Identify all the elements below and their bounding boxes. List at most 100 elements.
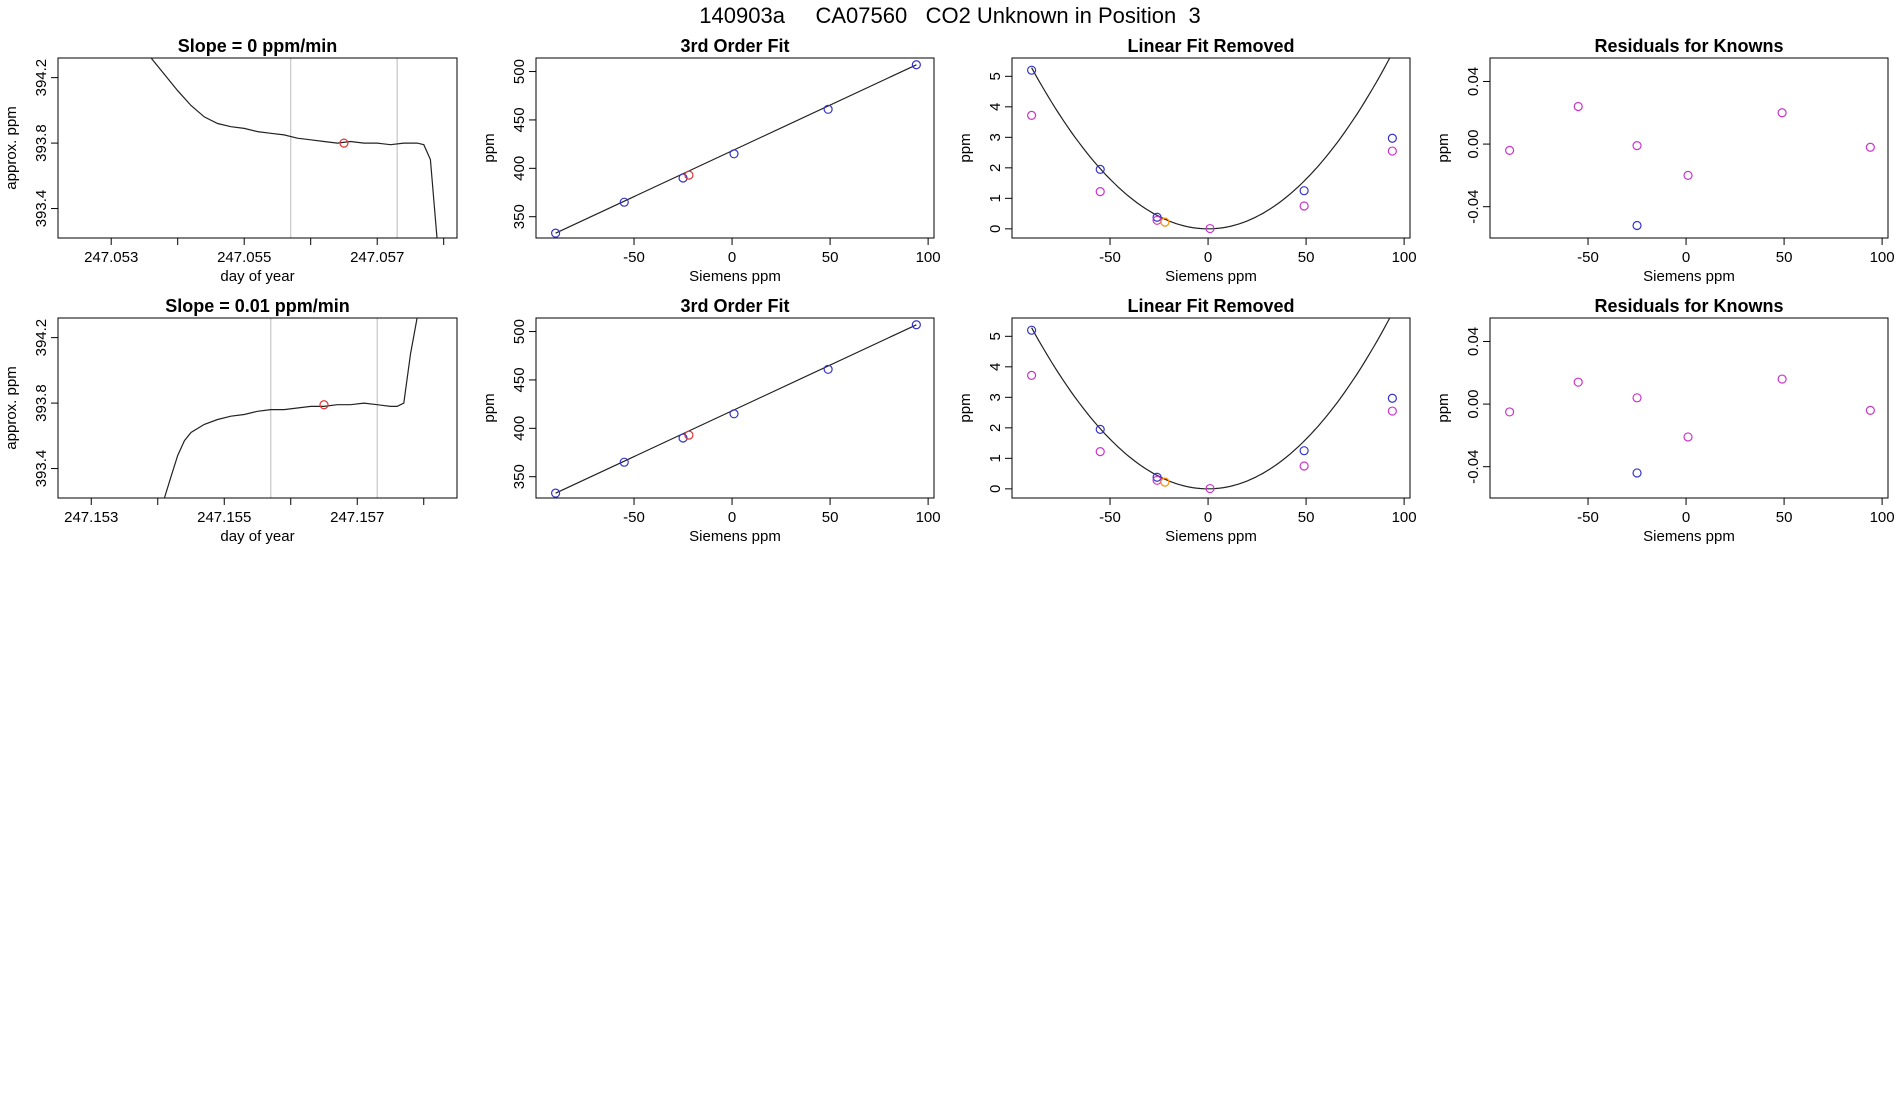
x-tick-label: 100 bbox=[916, 509, 941, 526]
chart-title: 3rd Order Fit bbox=[680, 36, 789, 56]
y-tick-label: 0.04 bbox=[1465, 67, 1482, 96]
y-tick-label: 0 bbox=[987, 225, 1004, 233]
data-point bbox=[1205, 483, 1215, 494]
data-point bbox=[1027, 110, 1037, 120]
y-tick-label: 393.4 bbox=[33, 190, 50, 228]
figure-title: 140903a CA07560 CO2 Unknown in Position … bbox=[699, 3, 1201, 28]
y-tick-label: 350 bbox=[511, 204, 528, 229]
x-tick-label: 247.057 bbox=[350, 249, 404, 266]
y-tick-label: 393.4 bbox=[33, 450, 50, 488]
data-point bbox=[1387, 133, 1397, 143]
plot-frame bbox=[1489, 317, 1889, 499]
data-point bbox=[729, 409, 739, 419]
y-tick-label: 0.00 bbox=[1465, 129, 1482, 158]
x-tick-label: 0 bbox=[1204, 509, 1212, 526]
plot-frame bbox=[1489, 57, 1889, 239]
y-tick-label: 1 bbox=[987, 454, 1004, 462]
y-axis-label: ppm bbox=[1435, 133, 1452, 162]
data-point bbox=[1632, 393, 1642, 403]
x-tick-label: 247.055 bbox=[217, 249, 271, 266]
series-line bbox=[163, 318, 418, 498]
plot-area bbox=[150, 58, 438, 238]
x-tick-label: 0 bbox=[728, 509, 736, 526]
plot-frame bbox=[57, 317, 458, 499]
data-point bbox=[1299, 461, 1309, 471]
plot-area bbox=[1027, 318, 1397, 494]
data-point bbox=[1095, 424, 1105, 434]
y-axis-label: ppm bbox=[1435, 393, 1452, 422]
y-tick-label: 4 bbox=[987, 363, 1004, 371]
chart-title: Residuals for Knowns bbox=[1594, 296, 1783, 316]
x-axis-label: Siemens ppm bbox=[1165, 528, 1257, 545]
x-tick-label: 50 bbox=[1776, 249, 1793, 266]
plot-area bbox=[1505, 374, 1875, 478]
y-tick-label: 450 bbox=[511, 367, 528, 392]
y-tick-label: 393.8 bbox=[33, 124, 50, 162]
x-tick-label: 0 bbox=[1204, 249, 1212, 266]
y-axis-label: approx. ppm bbox=[3, 366, 20, 449]
chart-panel-2: 3rd Order Fit -50 0 50 100 Siemens ppm 350 400 4… bbox=[481, 36, 941, 285]
x-tick-label: 100 bbox=[1870, 509, 1895, 526]
chart-title: Residuals for Knowns bbox=[1594, 36, 1783, 56]
y-tick-label: 3 bbox=[987, 133, 1004, 141]
x-axis-label: Siemens ppm bbox=[1165, 268, 1257, 285]
x-tick-label: 50 bbox=[1298, 249, 1315, 266]
y-tick-label: 393.8 bbox=[33, 384, 50, 422]
x-tick-label: 0 bbox=[728, 249, 736, 266]
x-tick-label: 50 bbox=[1776, 509, 1793, 526]
data-point bbox=[1865, 405, 1875, 415]
plot-frame bbox=[1011, 317, 1411, 499]
x-axis-label: day of year bbox=[220, 528, 294, 545]
x-tick-label: -50 bbox=[1577, 509, 1599, 526]
y-axis-label: ppm bbox=[481, 133, 498, 162]
chart-panel-8: Residuals for Knowns -50 0 50 100 Siemens ppm… bbox=[1435, 296, 1895, 545]
data-point bbox=[1387, 393, 1397, 403]
data-point bbox=[1505, 407, 1515, 417]
x-tick-label: 0 bbox=[1682, 509, 1690, 526]
x-tick-label: -50 bbox=[623, 509, 645, 526]
data-point bbox=[1027, 370, 1037, 380]
data-point bbox=[1299, 186, 1309, 196]
data-point bbox=[911, 60, 921, 70]
x-axis-label: Siemens ppm bbox=[1643, 268, 1735, 285]
data-point bbox=[1299, 446, 1309, 456]
x-axis-label: Siemens ppm bbox=[1643, 528, 1735, 545]
y-axis-label: ppm bbox=[481, 393, 498, 422]
data-point bbox=[911, 320, 921, 330]
x-tick-label: 50 bbox=[1298, 509, 1315, 526]
y-axis-label: approx. ppm bbox=[3, 106, 20, 189]
y-tick-label: 3 bbox=[987, 393, 1004, 401]
y-tick-label: -0.04 bbox=[1465, 190, 1482, 224]
x-tick-label: 247.155 bbox=[197, 509, 251, 526]
x-tick-label: 247.153 bbox=[64, 509, 118, 526]
chart-panel-7: Linear Fit Removed -50 0 50 100 Siemens ppm 0 1… bbox=[957, 296, 1417, 545]
plot-frame bbox=[1011, 57, 1411, 239]
y-tick-label: 394.2 bbox=[33, 59, 50, 97]
x-tick-label: 100 bbox=[1870, 249, 1895, 266]
chart-panel-4: Residuals for Knowns -50 0 50 100 Siemens ppm… bbox=[1435, 36, 1895, 285]
chart-title: Slope = 0.01 ppm/min bbox=[165, 296, 350, 316]
data-point bbox=[1777, 108, 1787, 118]
x-tick-label: 50 bbox=[822, 509, 839, 526]
x-tick-label: 100 bbox=[916, 249, 941, 266]
data-point bbox=[1095, 164, 1105, 174]
x-tick-label: 50 bbox=[822, 249, 839, 266]
y-tick-label: 350 bbox=[511, 464, 528, 489]
data-point bbox=[1095, 447, 1105, 457]
data-point bbox=[1160, 217, 1170, 227]
chart-title: Linear Fit Removed bbox=[1127, 36, 1294, 56]
data-point bbox=[1152, 212, 1162, 222]
chart-panel-1: Slope = 0 ppm/min 247.053 247.055 247.057 da… bbox=[3, 36, 458, 285]
x-axis-label: Siemens ppm bbox=[689, 268, 781, 285]
y-tick-label: 500 bbox=[511, 59, 528, 84]
data-point bbox=[678, 173, 688, 183]
data-point bbox=[339, 138, 349, 148]
y-tick-label: 1 bbox=[987, 194, 1004, 202]
data-point bbox=[1632, 468, 1642, 478]
data-point bbox=[1573, 377, 1583, 387]
chart-title: Slope = 0 ppm/min bbox=[178, 36, 338, 56]
plot-area bbox=[163, 318, 418, 498]
y-axis-label: ppm bbox=[957, 133, 974, 162]
data-point bbox=[1152, 472, 1162, 482]
fit-curve bbox=[1031, 318, 1391, 490]
